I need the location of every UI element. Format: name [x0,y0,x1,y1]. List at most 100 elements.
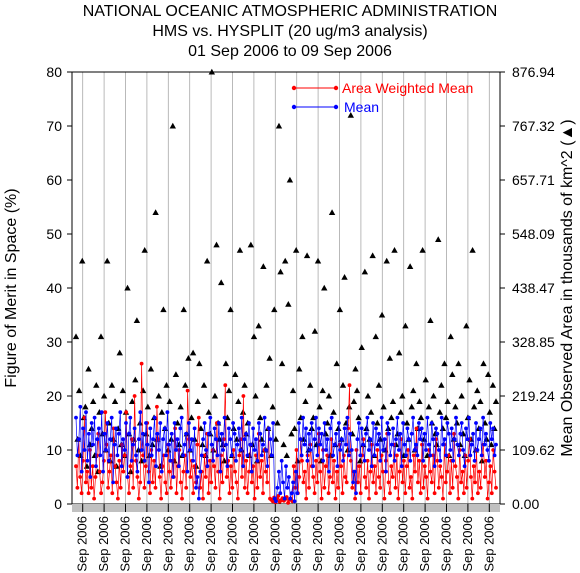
mean-point [205,464,210,469]
y-left-tick-label: 0 [54,496,62,512]
y-left-tick-label: 20 [46,388,62,404]
observed-area-point [314,257,322,264]
observed-area-point [158,409,166,415]
area-weighted-mean-point [417,458,422,463]
observed-area-point [383,257,390,264]
area-weighted-mean-point [103,410,108,415]
area-weighted-mean-point [143,464,148,469]
area-weighted-mean-point [421,485,426,490]
area-weighted-mean-point [376,475,381,479]
mean-point [449,426,454,431]
observed-area-point [447,333,454,340]
observed-area-point [169,122,177,129]
mean-point [165,410,170,415]
mean-point [214,437,218,442]
area-weighted-mean-point [92,496,96,501]
observed-area-point [133,317,141,323]
area-weighted-mean-point [453,464,458,469]
mean-point [247,421,251,425]
observed-area-point [303,252,311,259]
observed-area-point [208,68,216,75]
area-weighted-mean-point [358,491,363,496]
observed-area-point [391,247,398,253]
observed-area-point [455,360,462,367]
observed-area-point [346,403,353,410]
y-right-tick-label: 0.00 [512,496,539,512]
mean-point [418,437,423,442]
mean-point [345,415,350,420]
observed-area-point [232,371,239,377]
mean-point [221,448,226,452]
mean-point [231,421,236,425]
observed-area-point [356,457,364,464]
observed-area-point [361,268,369,275]
mean-point [202,421,207,425]
mean-point [75,453,80,458]
mean-point [159,469,164,474]
mean-point [429,421,434,425]
mean-point [118,410,123,415]
mean-point [124,421,128,425]
area-weighted-mean-point [249,480,254,485]
observed-area-point [182,382,189,388]
area-weighted-mean-point [134,458,138,463]
observed-area-point [436,409,443,415]
mean-point [469,442,474,447]
observed-area-point [399,392,406,399]
area-weighted-mean-point [124,410,129,415]
mean-point [294,469,298,474]
mean-point [432,464,437,469]
area-weighted-mean-point [368,469,373,474]
observed-area-point [274,419,281,426]
mean-point [332,442,337,447]
mean-point [395,415,400,420]
mean-point [417,421,421,425]
mean-point [478,426,483,431]
mean-point [185,469,190,474]
area-weighted-mean-point [336,485,341,490]
mean-point [207,431,211,436]
observed-area-point [463,322,470,329]
observed-area-point [166,398,173,404]
observed-area-point [257,414,264,421]
area-weighted-mean-point [220,480,225,485]
mean-point [325,437,330,442]
observed-area-point [203,257,211,264]
area-weighted-mean-point [319,496,324,501]
mean-point [275,485,280,490]
mean-point [98,453,103,458]
mean-point [172,421,177,425]
area-weighted-mean-point [414,426,419,431]
observed-area-point [108,382,116,388]
mean-point [328,426,333,431]
mean-point [354,491,358,496]
mean-point [209,442,214,447]
mean-point [389,442,394,447]
mean-point [327,469,331,474]
observed-area-point [283,452,290,458]
mean-point [322,421,327,425]
area-weighted-mean-point [462,491,466,496]
mean-point [169,431,174,436]
mean-point [167,442,171,447]
observed-area-point [439,425,447,431]
observed-area-point [372,333,379,340]
observed-area-point [422,376,429,383]
mean-point [287,475,291,479]
observed-area-point [213,241,220,248]
observed-area-point [328,209,336,215]
mean-point [195,475,200,479]
area-weighted-mean-point [301,480,306,485]
mean-point [414,442,418,447]
area-weighted-mean-point [167,469,172,474]
mean-point [415,453,420,458]
area-weighted-mean-point [85,469,90,474]
area-weighted-mean-point [407,485,412,490]
mean-point [212,426,217,431]
area-weighted-mean-point [107,469,112,474]
observed-area-point [236,247,244,253]
mean-point [264,448,268,452]
x-tick-label: Sep 2006 [374,516,389,572]
area-weighted-mean-point [258,475,263,479]
area-weighted-mean-point [485,496,490,501]
